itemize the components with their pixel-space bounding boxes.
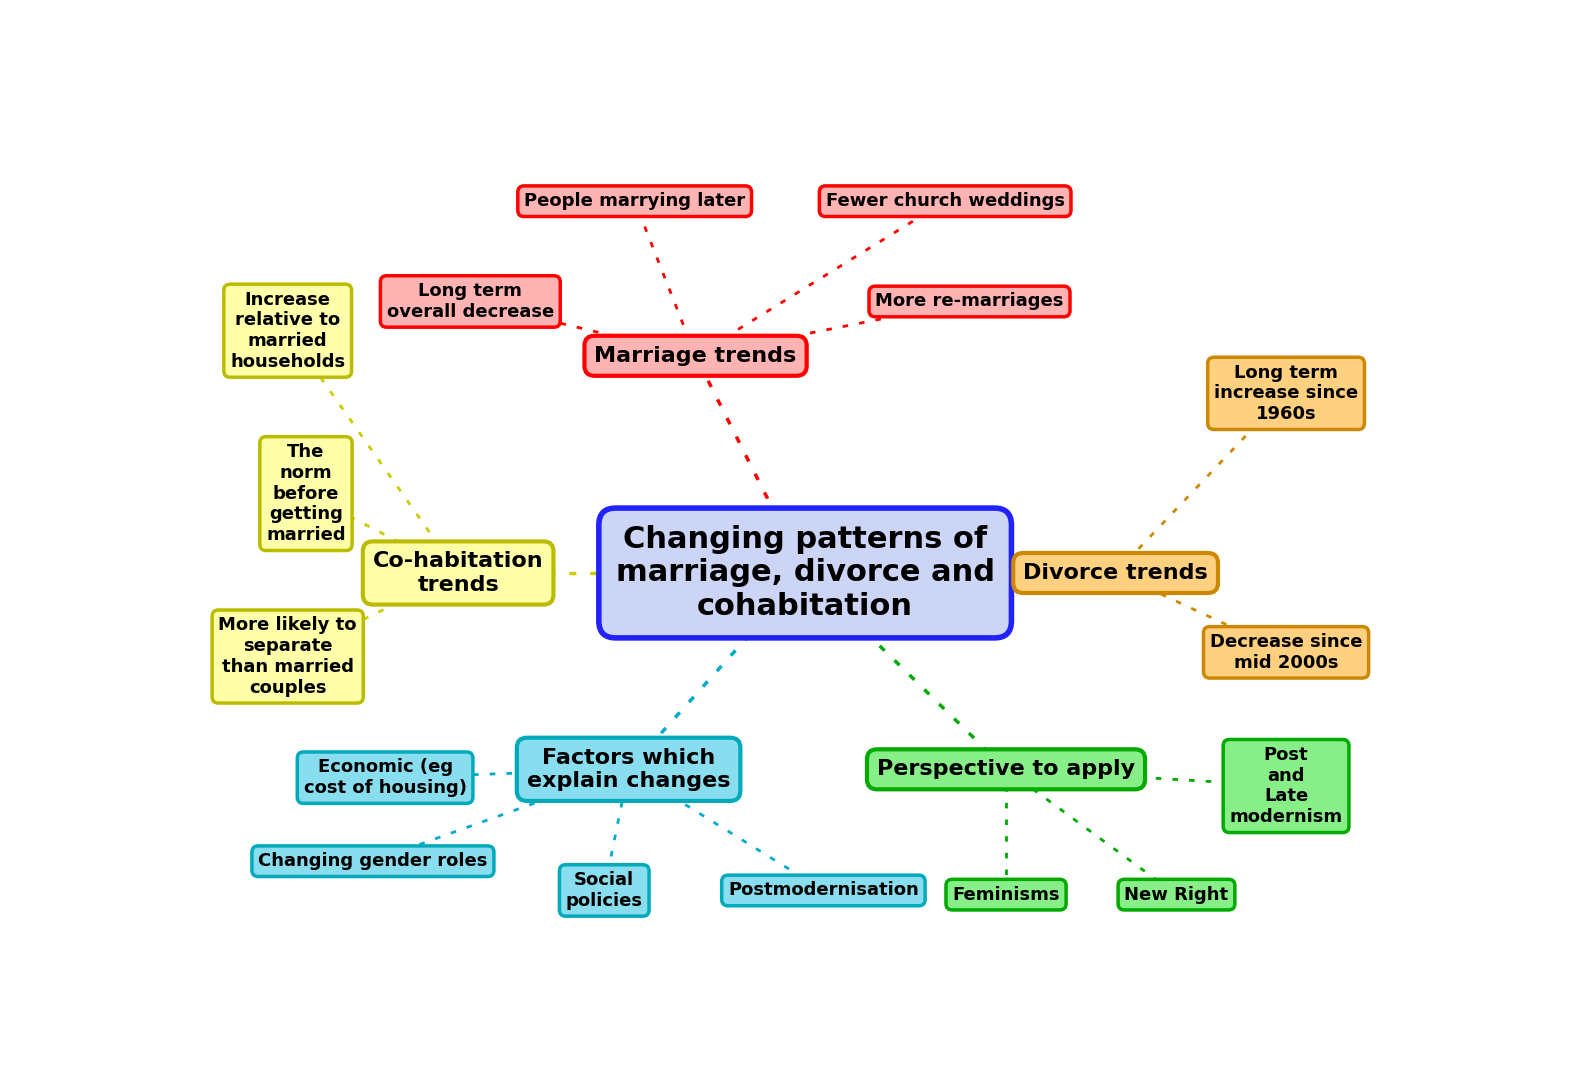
Text: Long term
overall decrease: Long term overall decrease — [386, 282, 555, 321]
Text: Feminisms: Feminisms — [952, 885, 1060, 904]
Text: Long term
increase since
1960s: Long term increase since 1960s — [1214, 363, 1357, 423]
Text: Post
and
Late
modernism: Post and Late modernism — [1230, 745, 1343, 827]
Text: Divorce trends: Divorce trends — [1023, 563, 1208, 583]
Text: People marrying later: People marrying later — [525, 192, 745, 210]
Text: The
norm
before
getting
married: The norm before getting married — [265, 443, 346, 545]
Text: Decrease since
mid 2000s: Decrease since mid 2000s — [1210, 633, 1362, 672]
Text: New Right: New Right — [1125, 885, 1229, 904]
Text: Factors which
explain changes: Factors which explain changes — [526, 748, 731, 791]
Text: More re-marriages: More re-marriages — [875, 293, 1064, 310]
Text: Co-habitation
trends: Co-habitation trends — [372, 551, 544, 595]
Text: More likely to
separate
than married
couples: More likely to separate than married cou… — [218, 616, 357, 697]
Text: Increase
relative to
married
households: Increase relative to married households — [229, 291, 346, 371]
Text: Marriage trends: Marriage trends — [594, 346, 796, 366]
Text: Postmodernisation: Postmodernisation — [727, 881, 919, 899]
Text: Perspective to apply: Perspective to apply — [877, 760, 1136, 779]
Text: Economic (eg
cost of housing): Economic (eg cost of housing) — [303, 758, 467, 797]
Text: Social
policies: Social policies — [566, 871, 643, 910]
Text: Fewer church weddings: Fewer church weddings — [826, 192, 1065, 210]
Text: Changing patterns of
marriage, divorce and
cohabitation: Changing patterns of marriage, divorce a… — [616, 525, 994, 621]
Text: Changing gender roles: Changing gender roles — [258, 852, 487, 870]
